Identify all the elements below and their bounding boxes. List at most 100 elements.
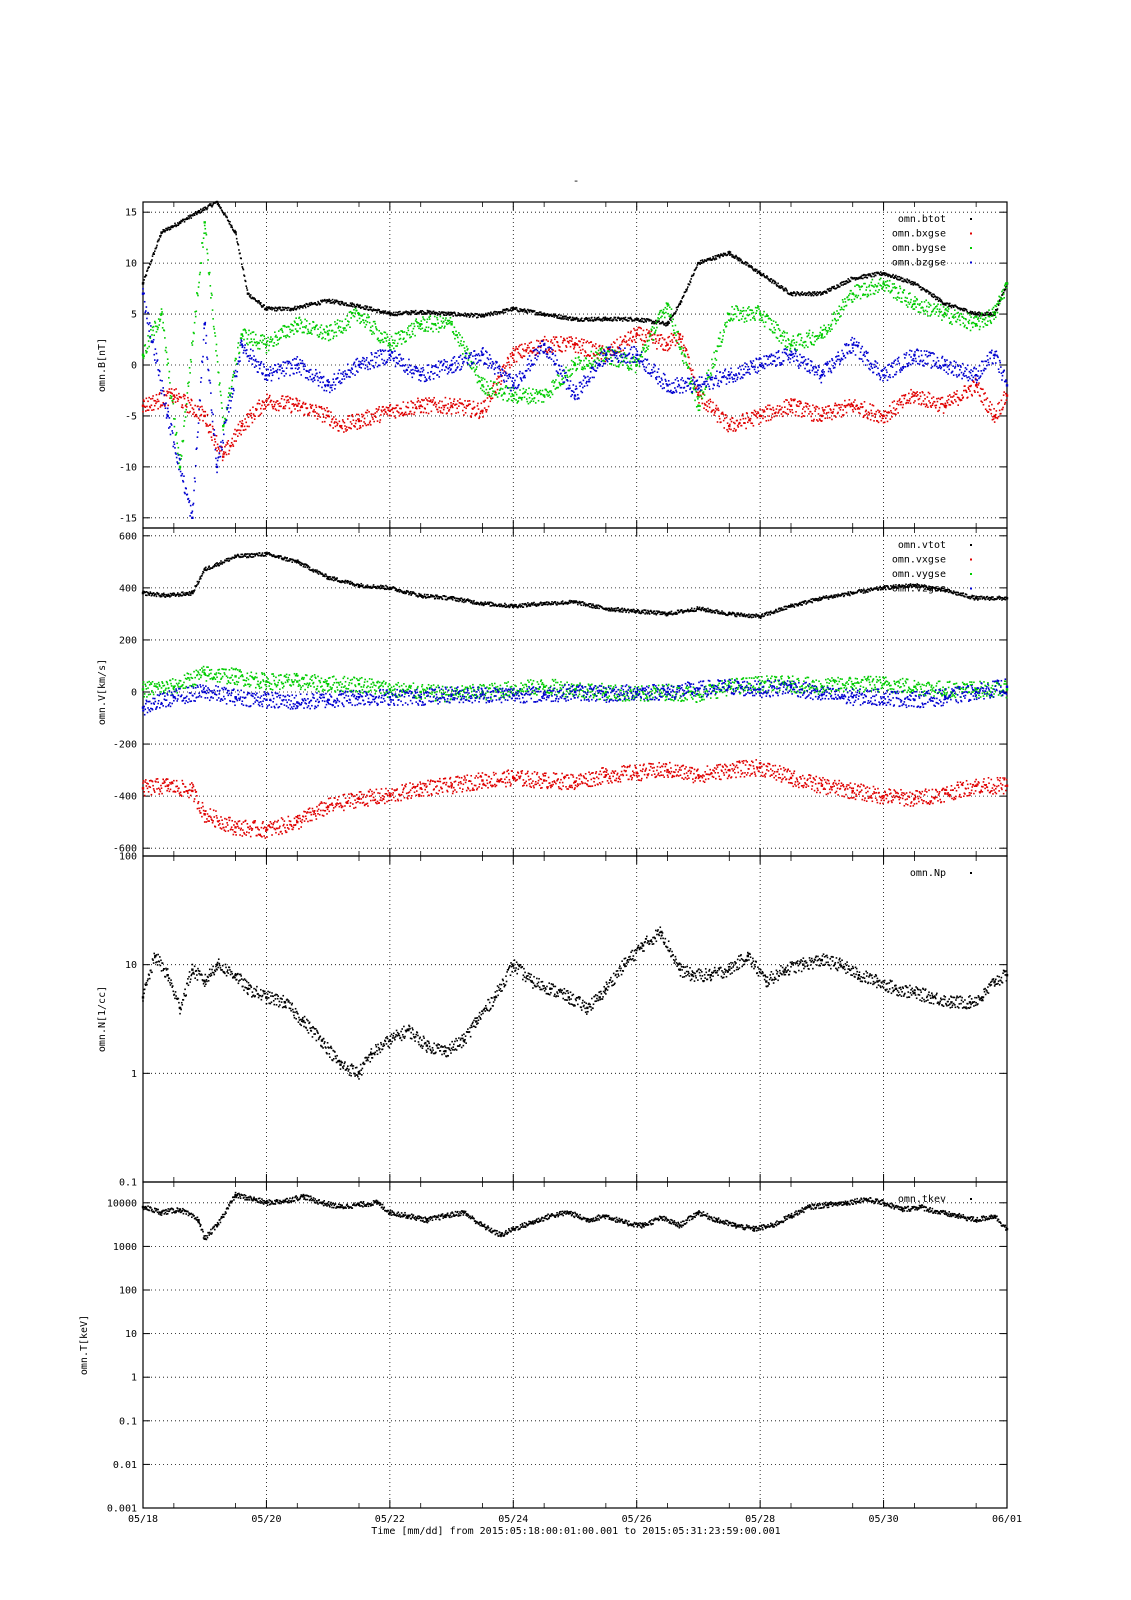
data-dot [690, 373, 693, 376]
data-dot [818, 418, 821, 420]
data-dot [984, 314, 987, 316]
data-dot [564, 349, 567, 352]
data-dot [247, 416, 250, 419]
data-dot [465, 345, 468, 348]
data-dot [234, 433, 237, 436]
data-dot [761, 414, 763, 417]
data-dot [948, 403, 951, 406]
data-dot [157, 374, 160, 377]
data-dot [984, 316, 987, 319]
data-dot [228, 449, 231, 452]
data-dot [451, 406, 454, 409]
data-dot [433, 396, 435, 399]
data-dot [552, 336, 555, 338]
data-dot [911, 305, 913, 308]
data-dot [288, 336, 291, 338]
data-dot [152, 329, 154, 332]
data-dot [777, 411, 780, 413]
data-dot [460, 340, 462, 342]
data-dot [937, 410, 939, 413]
data-dot [364, 411, 367, 414]
data-dot [863, 276, 866, 279]
data-dot [257, 301, 259, 304]
data-dot [884, 284, 887, 287]
data-dot [592, 363, 594, 366]
data-dot [473, 370, 476, 373]
data-dot [237, 423, 240, 426]
data-point [974, 323, 978, 326]
data-dot [930, 313, 933, 316]
data-dot [456, 407, 458, 410]
data-dot [622, 360, 625, 363]
data-dot [470, 416, 473, 418]
data-dot [674, 324, 677, 327]
data-dot [354, 312, 356, 314]
data-dot [368, 308, 370, 311]
data-dot [780, 334, 782, 337]
data-dot [580, 352, 582, 354]
data-dot [403, 331, 406, 333]
data-dot [863, 294, 866, 296]
data-dot [335, 300, 337, 303]
data-dot [903, 289, 906, 291]
data-dot [279, 402, 281, 405]
data-dot [695, 266, 698, 269]
data-dot [176, 442, 179, 445]
data-dot [276, 400, 279, 402]
data-dot [729, 423, 731, 426]
data-dot [160, 314, 162, 317]
data-dot [954, 399, 956, 401]
data-dot [629, 317, 631, 320]
data-dot [526, 347, 529, 349]
data-dot [498, 392, 501, 395]
data-dot [987, 411, 990, 413]
data-dot [231, 226, 234, 229]
data-dot [1003, 284, 1006, 287]
data-dot [335, 331, 337, 334]
data-dot [490, 397, 493, 400]
data-dot [381, 333, 383, 335]
data-dot [570, 374, 572, 377]
data-dot [285, 401, 288, 404]
data-dot [219, 382, 221, 384]
data-dot [959, 319, 961, 322]
data-dot [936, 305, 938, 307]
data-dot [723, 324, 726, 326]
data-dot [877, 271, 879, 274]
data-dot [159, 318, 162, 321]
data-dot [159, 406, 162, 408]
data-dot [635, 365, 637, 367]
data-dot [619, 336, 622, 338]
data-dot [870, 284, 873, 287]
data-dot [764, 415, 766, 418]
data-dot [888, 411, 890, 414]
data-dot [491, 392, 494, 395]
data-dot [151, 340, 153, 342]
data-dot [235, 440, 237, 442]
data-dot [791, 292, 793, 294]
data-dot [591, 316, 593, 319]
data-dot [424, 328, 427, 331]
data-dot [794, 414, 797, 417]
data-dot [352, 419, 355, 422]
data-dot [610, 356, 612, 359]
data-dot [211, 309, 214, 311]
data-dot [359, 425, 361, 427]
data-dot [152, 253, 154, 256]
data-dot [496, 312, 499, 315]
data-dot [417, 399, 420, 402]
data-dot [349, 326, 351, 329]
data-dot [311, 303, 314, 306]
data-dot [190, 217, 193, 219]
data-dot [866, 416, 869, 419]
data-dot [969, 310, 972, 313]
data-dot [223, 420, 226, 423]
data-point [944, 404, 947, 407]
data-dot [147, 334, 149, 337]
data-dot [1001, 294, 1004, 296]
data-dot [168, 427, 170, 429]
data-dot [199, 381, 202, 383]
data-dot [886, 274, 889, 276]
data-dot [679, 338, 682, 341]
data-dot [376, 420, 379, 422]
